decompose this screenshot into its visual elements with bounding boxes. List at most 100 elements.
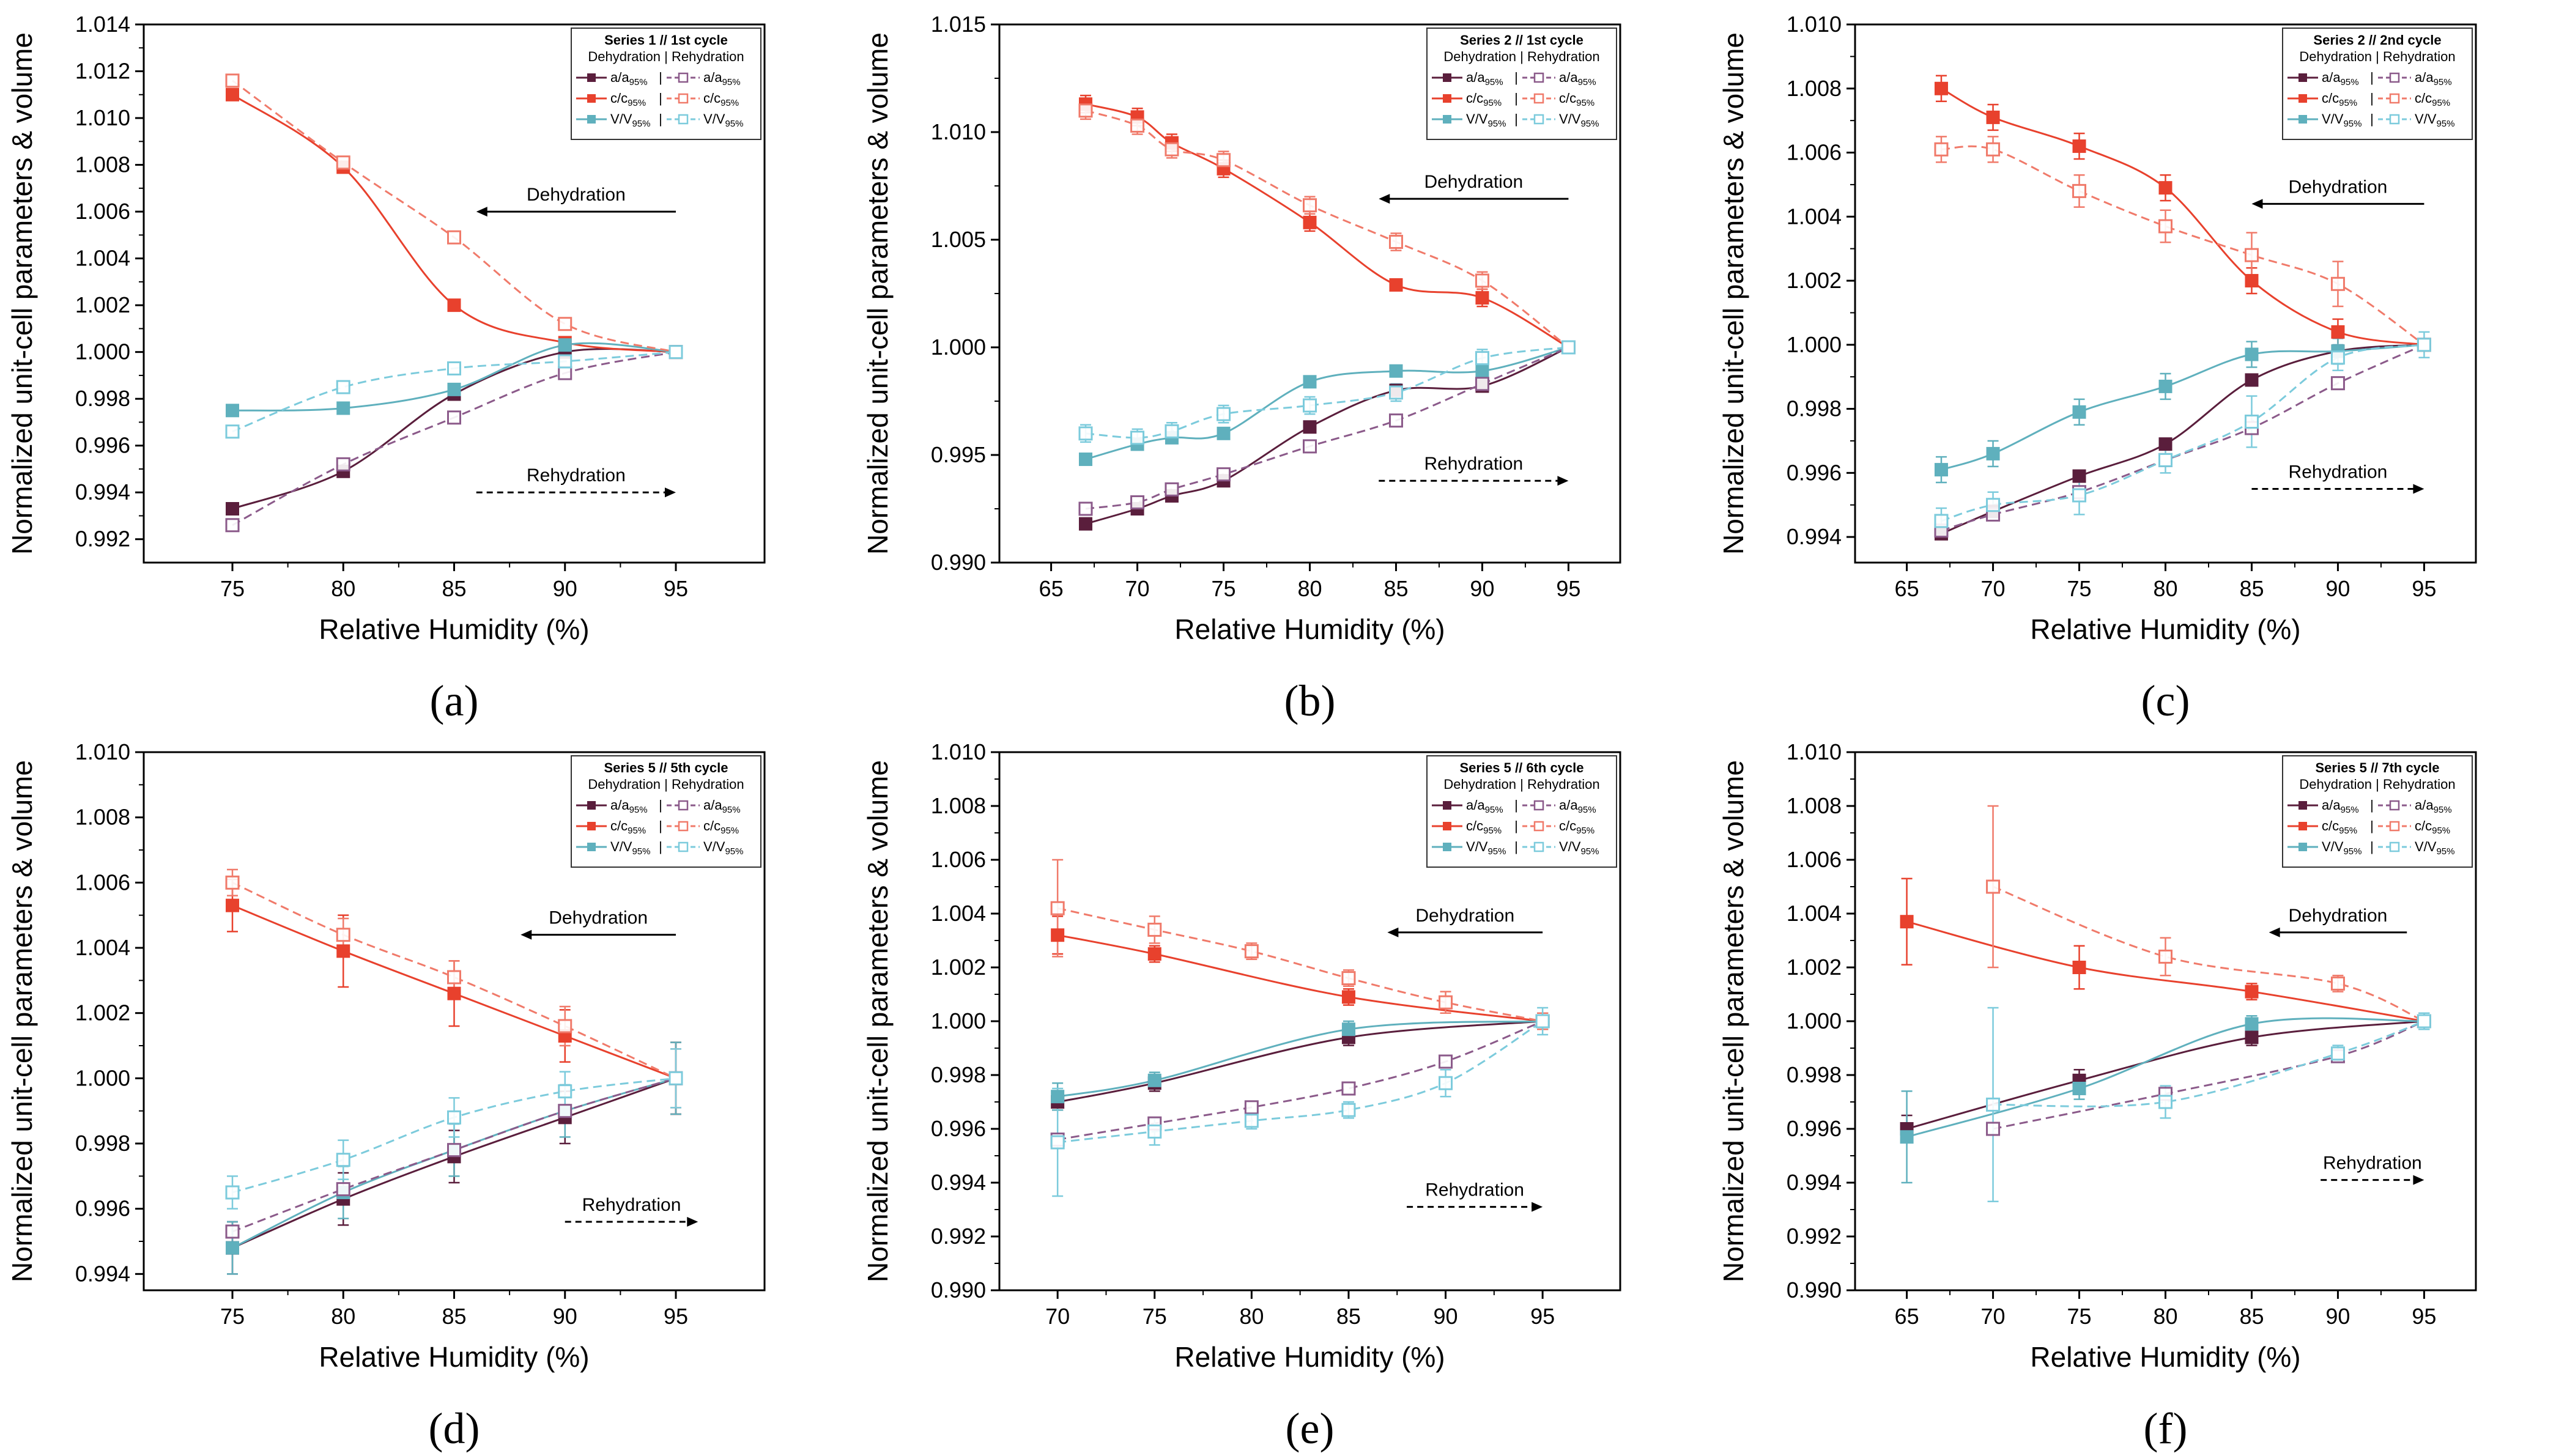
data-point-v-rehydration xyxy=(1050,1135,1065,1150)
data-point-v-rehydration xyxy=(2417,338,2431,352)
y-tick-label: 1.000 xyxy=(931,1008,986,1033)
data-point-c-dehydration xyxy=(226,898,239,912)
data-point-c-rehydration xyxy=(1147,922,1162,937)
chart-svg-d: 75 80 85 90 95 0.994 0.996 0.998 1.000 1.002 1.004… xyxy=(6,739,766,1453)
legend-sample-marker xyxy=(587,73,596,82)
x-tick-label: 90 xyxy=(2325,576,2350,601)
y-tick-label: 0.994 xyxy=(75,1261,130,1286)
x-tick-label: 95 xyxy=(664,1304,688,1329)
chart-svg-f: 65 70 75 80 85 90 95 0.990 0.992 0.994 0.996 0.998 1… xyxy=(1717,739,2477,1453)
data-point-v-rehydration xyxy=(2330,1046,2345,1061)
legend-box xyxy=(2282,28,2473,140)
data-point-c-rehydration xyxy=(1244,944,1259,959)
x-tick-label: 65 xyxy=(1039,576,1064,601)
series-line-c-dehydration xyxy=(1085,103,1569,349)
y-tick-label: 1.008 xyxy=(931,793,986,818)
chart-svg-b: 65 70 75 80 85 90 95 0.990 0.995 1.000 1.005 1.010 1… xyxy=(862,12,1621,725)
chart-panel-a: 75 80 85 90 95 0.992 0.994 0.996 0.998 1.000 1.002… xyxy=(0,0,856,728)
legend-sample-marker xyxy=(1533,93,1544,104)
x-axis-label: Relative Humidity (%) xyxy=(2030,613,2300,645)
legend-title: Series 2 // 2nd cycle xyxy=(2313,32,2441,48)
y-axis-label: Normalized unit-cell parameters & volume xyxy=(1717,32,1749,555)
legend-separator: | xyxy=(1514,797,1518,813)
data-point-c-rehydration xyxy=(225,73,240,88)
y-tick-label: 1.008 xyxy=(1787,76,1842,101)
y-tick-label: 0.996 xyxy=(75,433,130,458)
legend-box xyxy=(1426,28,1617,140)
x-tick-label: 65 xyxy=(1895,1304,1919,1329)
legend-separator: | xyxy=(659,839,662,854)
data-point-a-dehydration xyxy=(226,502,239,516)
data-point-a-rehydration xyxy=(1475,377,1489,391)
x-tick-label: 80 xyxy=(2153,576,2177,601)
data-point-v-rehydration xyxy=(558,1084,572,1099)
legend-separator: | xyxy=(659,91,662,106)
data-point-a-rehydration xyxy=(1078,501,1093,516)
data-point-c-dehydration xyxy=(447,298,461,312)
data-point-c-dehydration xyxy=(1986,110,2000,124)
data-point-v-dehydration xyxy=(1389,364,1403,378)
data-point-a-rehydration xyxy=(225,518,240,533)
legend-separator: | xyxy=(2370,70,2374,85)
y-axis-label: Normalized unit-cell parameters & volume xyxy=(6,32,38,555)
series-line-a-rehydration xyxy=(232,351,676,527)
legend-separator: | xyxy=(659,111,662,127)
data-point-c-dehydration xyxy=(226,87,239,102)
legend-label-rehydration: V/V95% xyxy=(2415,839,2455,857)
data-point-a-rehydration xyxy=(1244,1100,1259,1115)
legend-label-dehydration: V/V95% xyxy=(1466,111,1506,129)
legend-label-dehydration: a/a95% xyxy=(610,797,648,815)
y-tick-label: 1.010 xyxy=(75,105,130,130)
x-tick-label: 90 xyxy=(1434,1304,1458,1329)
legend-header: Dehydration | Rehydration xyxy=(588,777,744,792)
y-tick-label: 0.994 xyxy=(75,479,130,504)
series-line-c-dehydration xyxy=(1906,920,2424,1022)
legend-box xyxy=(571,28,761,140)
data-point-c-rehydration xyxy=(447,970,461,985)
legend-label-rehydration: c/c95% xyxy=(2415,91,2450,108)
data-point-v-rehydration xyxy=(1475,351,1489,366)
legend-separator: | xyxy=(2370,839,2374,854)
legend-sample-marker xyxy=(1533,800,1544,811)
legend-sample-marker xyxy=(587,801,596,810)
y-tick-label: 1.008 xyxy=(75,152,130,177)
legend-label-rehydration: c/c95% xyxy=(703,818,739,836)
data-point-a-rehydration xyxy=(336,457,350,471)
rehydration-annotation: Rehydration xyxy=(582,1195,681,1215)
legend-sample-marker xyxy=(2389,841,2400,852)
chart-panel-b: 65 70 75 80 85 90 95 0.990 0.995 1.000 1.005 1.010 1… xyxy=(856,0,1711,728)
legend-sample-marker xyxy=(2298,843,2307,851)
dehydration-annotation: Dehydration xyxy=(2289,906,2388,926)
legend-separator: | xyxy=(1514,111,1518,127)
data-point-a-rehydration xyxy=(2330,376,2345,391)
data-point-v-rehydration xyxy=(1303,398,1317,413)
legend-sample-marker xyxy=(678,841,689,852)
x-tick-label: 70 xyxy=(1981,1304,2006,1329)
legend-label-rehydration: c/c95% xyxy=(1559,818,1595,836)
legend-sample-marker xyxy=(1533,114,1544,125)
x-tick-label: 80 xyxy=(331,576,355,601)
legend-label-rehydration: V/V95% xyxy=(703,111,744,129)
data-point-c-rehydration xyxy=(1986,879,2001,894)
rehydration-annotation: Rehydration xyxy=(1425,1180,1524,1200)
data-point-a-rehydration xyxy=(225,1224,240,1239)
chart-svg-e: 70 75 80 85 90 95 0.990 0.992 0.994 0.996 0.998 1.0… xyxy=(862,739,1621,1453)
y-tick-label: 1.006 xyxy=(1787,140,1842,165)
legend-separator: | xyxy=(2370,797,2374,813)
data-point-v-rehydration xyxy=(1986,1097,2001,1112)
y-tick-label: 0.998 xyxy=(75,386,130,411)
data-point-c-rehydration xyxy=(2158,219,2173,234)
legend-label-dehydration: V/V95% xyxy=(2322,839,2362,857)
data-point-c-dehydration xyxy=(2331,325,2345,339)
y-tick-label: 1.002 xyxy=(75,1000,130,1025)
data-point-c-rehydration xyxy=(225,875,240,890)
data-point-c-dehydration xyxy=(1341,990,1355,1004)
x-tick-label: 85 xyxy=(1384,576,1408,601)
y-tick-label: 1.006 xyxy=(931,847,986,872)
data-point-a-rehydration xyxy=(1341,1081,1356,1096)
rehydration-arrow-head xyxy=(1557,476,1569,486)
data-point-v-rehydration xyxy=(2158,1095,2173,1109)
data-point-v-rehydration xyxy=(2244,415,2259,429)
data-point-a-rehydration xyxy=(1165,482,1179,497)
legend-sample-marker xyxy=(1533,72,1544,83)
